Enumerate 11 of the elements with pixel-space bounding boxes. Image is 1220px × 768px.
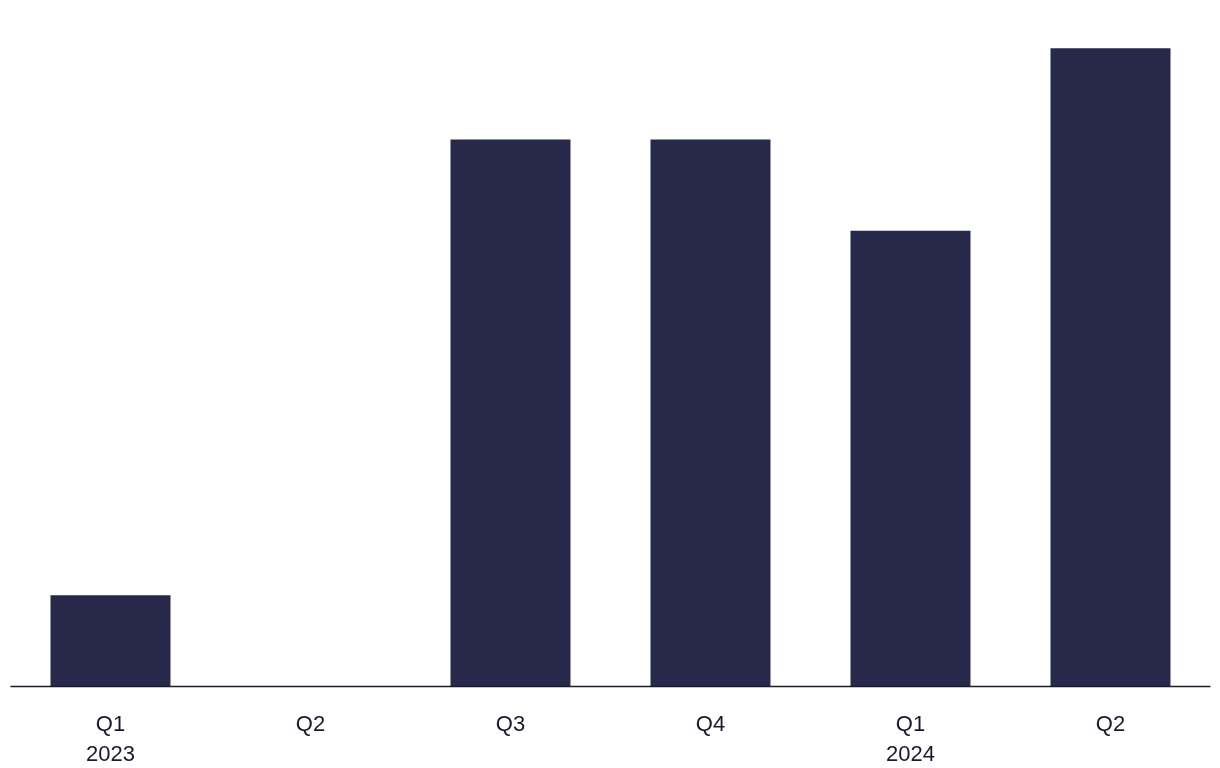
bar	[450, 139, 571, 687]
x-tick-label: Q4	[695, 710, 726, 736]
bar	[650, 139, 771, 687]
bar	[1050, 48, 1171, 687]
x-tick-label: Q1 2023	[86, 710, 135, 766]
x-tick-label: Q2	[1095, 710, 1126, 736]
bar	[50, 595, 171, 687]
x-tick-label: Q3	[495, 710, 526, 736]
bar	[850, 230, 971, 687]
x-tick-label: Q2	[295, 710, 326, 736]
x-tick-label: Q1 2024	[886, 710, 935, 766]
